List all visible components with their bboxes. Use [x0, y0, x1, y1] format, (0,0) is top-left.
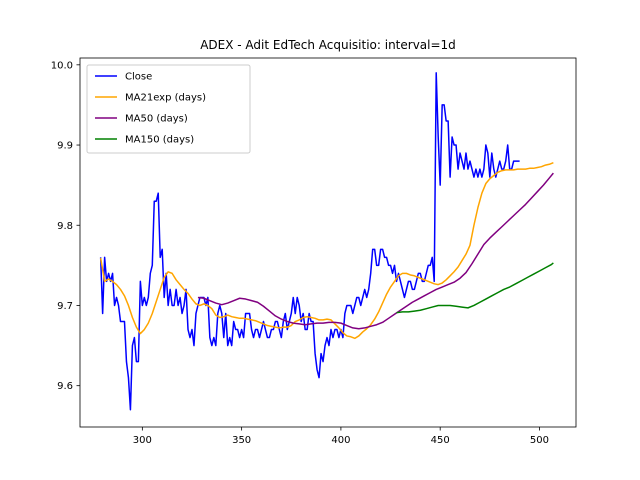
legend-label-0: Close: [125, 72, 152, 83]
y-tick-label-0: 9.6: [57, 381, 73, 392]
series-line-1: [99, 161, 554, 340]
legend-box: [86, 64, 251, 154]
chart-title: ADEX - Adit EdTech Acquisitio: interval=…: [200, 38, 456, 52]
x-tick-label-1: 350: [232, 435, 251, 446]
y-tick-label-2: 9.8: [57, 221, 73, 232]
y-tick-label-3: 9.9: [57, 141, 73, 152]
series-layer: [99, 72, 554, 411]
x-tick-label-0: 300: [133, 435, 152, 446]
axes-frame: [79, 57, 577, 428]
y-tick-label-1: 9.7: [57, 301, 73, 312]
plot-area: [99, 72, 554, 411]
y-tick-label-4: 10.0: [51, 60, 73, 71]
series-line-2: [197, 172, 554, 330]
x-tick-label-4: 500: [530, 435, 549, 446]
legend: Close MA21exp (days) MA50 (days) MA150 (day…: [86, 64, 251, 154]
legend-label-2: MA50 (days): [125, 114, 188, 125]
series-line-3: [396, 262, 554, 314]
legend-label-3: MA150 (days): [125, 135, 194, 146]
axes-layer: 300 350 400 450 500 9.6 9.7 9.8 9.9 10.0: [51, 57, 577, 446]
x-tick-label-2: 400: [331, 435, 350, 446]
legend-label-1: MA21exp (days): [125, 93, 206, 104]
x-tick-label-3: 450: [431, 435, 450, 446]
